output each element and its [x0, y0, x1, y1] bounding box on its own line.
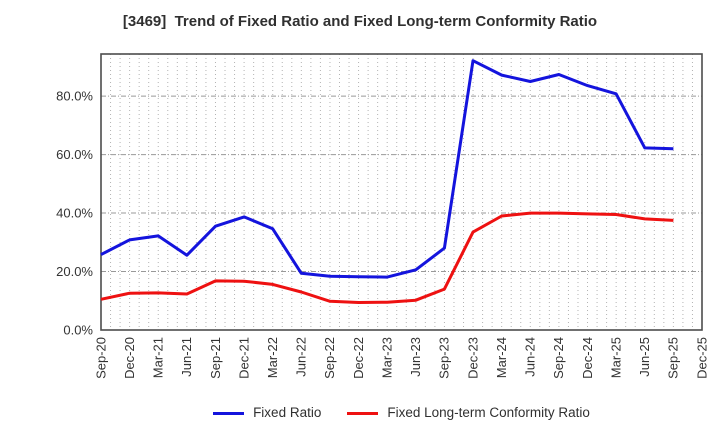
- x-tick-label: Sep-20: [93, 337, 108, 379]
- x-tick-label: Jun-22: [294, 337, 309, 377]
- x-tick-label: Sep-25: [666, 337, 681, 379]
- legend-label: Fixed Long-term Conformity Ratio: [387, 405, 590, 421]
- y-tick-label: 60.0%: [56, 147, 93, 162]
- x-tick-label: Dec-23: [465, 337, 480, 379]
- x-tick-label: Jun-21: [179, 337, 194, 377]
- x-tick-label: Sep-22: [322, 337, 337, 379]
- x-tick-label: Dec-20: [122, 337, 137, 379]
- x-tick-label: Mar-21: [151, 337, 166, 378]
- x-tick-label: Sep-23: [437, 337, 452, 379]
- chart-title: [3469] Trend of Fixed Ratio and Fixed Lo…: [122, 13, 598, 30]
- legend-item-fixed-ratio: Fixed Ratio: [213, 406, 321, 420]
- x-tick-label: Sep-21: [208, 337, 223, 379]
- x-tick-label: Mar-23: [379, 337, 394, 378]
- y-tick-label: 20.0%: [56, 264, 93, 279]
- x-tick-label: Dec-25: [694, 337, 709, 379]
- x-tick-label: Sep-24: [551, 337, 566, 379]
- legend-item-fixed-long-term-conformity-ratio: Fixed Long-term Conformity Ratio: [347, 406, 590, 420]
- x-tick-label: Jun-25: [637, 337, 652, 377]
- x-tick-label: Jun-24: [523, 337, 538, 377]
- x-tick-label: Dec-21: [236, 337, 251, 379]
- y-tick-label: 40.0%: [56, 205, 93, 220]
- series-line-fixed-ratio: [100, 59, 674, 279]
- x-tick-label: Mar-25: [608, 337, 623, 378]
- series-line-fixed-long-term-conformity-ratio: [100, 211, 674, 304]
- legend-line-swatch-blue: [213, 411, 245, 415]
- legend-line-swatch-red: [347, 411, 379, 415]
- x-tick-label: Dec-24: [580, 337, 595, 379]
- x-tick-label: Jun-23: [408, 337, 423, 377]
- x-tick-label: Mar-22: [265, 337, 280, 378]
- plot-border: [100, 53, 703, 331]
- x-tick-label: Dec-22: [351, 337, 366, 379]
- y-tick-label: 0.0%: [63, 322, 93, 337]
- legend-label: Fixed Ratio: [253, 405, 322, 421]
- x-tick-label: Mar-24: [494, 337, 509, 378]
- chart-legend: Fixed Ratio Fixed Long-term Conformity R…: [101, 403, 702, 423]
- y-tick-label: 80.0%: [56, 88, 93, 103]
